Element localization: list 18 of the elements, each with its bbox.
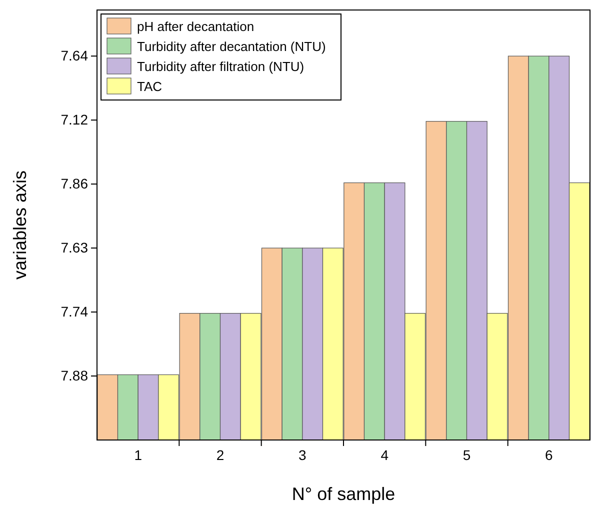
x-tick-label: 6 (545, 446, 554, 463)
x-tick-label: 1 (134, 446, 142, 463)
x-axis-title: N° of sample (292, 484, 396, 504)
legend-label: TAC (137, 79, 162, 94)
x-tick-label: 2 (216, 446, 224, 463)
legend-label: Turbidity after filtration (NTU) (137, 59, 304, 74)
x-tick-label: 3 (298, 446, 307, 463)
text: 7.64 (60, 48, 88, 64)
text: 7.63 (60, 240, 88, 256)
text: 7.74 (60, 304, 88, 320)
x-tick-label: 4 (380, 446, 389, 463)
legend-label: pH after decantation (137, 19, 254, 34)
text: 7.12 (60, 112, 88, 128)
text: 7.88 (60, 367, 88, 384)
x-tick-label: 5 (462, 446, 471, 463)
y-axis-title: variables axis (10, 170, 30, 280)
legend-label: Turbidity after decantation (NTU) (137, 39, 326, 54)
text: 7.86 (60, 176, 88, 192)
